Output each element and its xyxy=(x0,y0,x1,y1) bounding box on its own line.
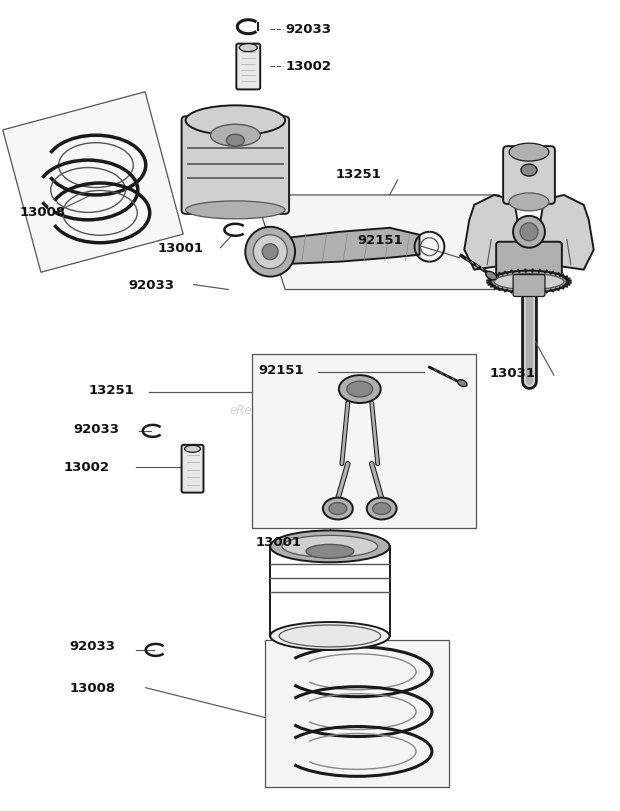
Text: 13002: 13002 xyxy=(63,461,109,474)
Text: 92151: 92151 xyxy=(259,363,304,376)
Ellipse shape xyxy=(339,375,381,404)
Text: 92033: 92033 xyxy=(285,24,331,36)
Ellipse shape xyxy=(270,622,389,650)
Ellipse shape xyxy=(509,144,549,162)
Ellipse shape xyxy=(367,498,397,520)
Ellipse shape xyxy=(226,135,244,147)
Ellipse shape xyxy=(458,380,467,387)
Text: eReplacementParts.com: eReplacementParts.com xyxy=(230,403,374,416)
Ellipse shape xyxy=(253,235,287,269)
Text: 92033: 92033 xyxy=(129,279,175,292)
Ellipse shape xyxy=(210,125,260,147)
FancyBboxPatch shape xyxy=(182,117,289,215)
Ellipse shape xyxy=(513,217,545,248)
Text: 92151: 92151 xyxy=(358,234,404,247)
Ellipse shape xyxy=(282,536,378,558)
Ellipse shape xyxy=(485,272,497,281)
Polygon shape xyxy=(539,195,594,270)
Ellipse shape xyxy=(185,446,200,453)
Polygon shape xyxy=(2,92,183,272)
FancyBboxPatch shape xyxy=(182,445,203,493)
Ellipse shape xyxy=(323,498,353,520)
Ellipse shape xyxy=(262,244,278,260)
Ellipse shape xyxy=(239,45,257,53)
Text: 13001: 13001 xyxy=(255,535,301,548)
FancyBboxPatch shape xyxy=(513,275,545,297)
Bar xyxy=(265,640,450,787)
Text: 13001: 13001 xyxy=(157,242,204,255)
Ellipse shape xyxy=(329,503,347,515)
Text: 92033: 92033 xyxy=(69,640,115,653)
FancyBboxPatch shape xyxy=(236,45,260,90)
Polygon shape xyxy=(464,195,519,270)
Ellipse shape xyxy=(509,194,549,212)
Ellipse shape xyxy=(520,224,538,242)
Ellipse shape xyxy=(246,228,295,277)
Polygon shape xyxy=(270,229,420,265)
Ellipse shape xyxy=(185,202,285,220)
Text: 13251: 13251 xyxy=(336,167,382,180)
Ellipse shape xyxy=(347,382,373,397)
Text: 13251: 13251 xyxy=(89,383,135,396)
Ellipse shape xyxy=(521,165,537,177)
Text: 13031: 13031 xyxy=(489,367,535,380)
Ellipse shape xyxy=(306,545,354,559)
Text: 92033: 92033 xyxy=(73,423,119,436)
Bar xyxy=(252,354,476,529)
FancyBboxPatch shape xyxy=(496,242,562,277)
Ellipse shape xyxy=(270,530,389,563)
Ellipse shape xyxy=(279,625,381,647)
Ellipse shape xyxy=(373,503,391,515)
Text: 13008: 13008 xyxy=(69,681,115,694)
Ellipse shape xyxy=(185,106,285,136)
Ellipse shape xyxy=(489,271,569,293)
Polygon shape xyxy=(255,195,529,290)
Text: 13008: 13008 xyxy=(19,206,66,219)
Ellipse shape xyxy=(494,274,564,290)
Text: 13002: 13002 xyxy=(285,60,331,73)
FancyBboxPatch shape xyxy=(503,147,555,204)
